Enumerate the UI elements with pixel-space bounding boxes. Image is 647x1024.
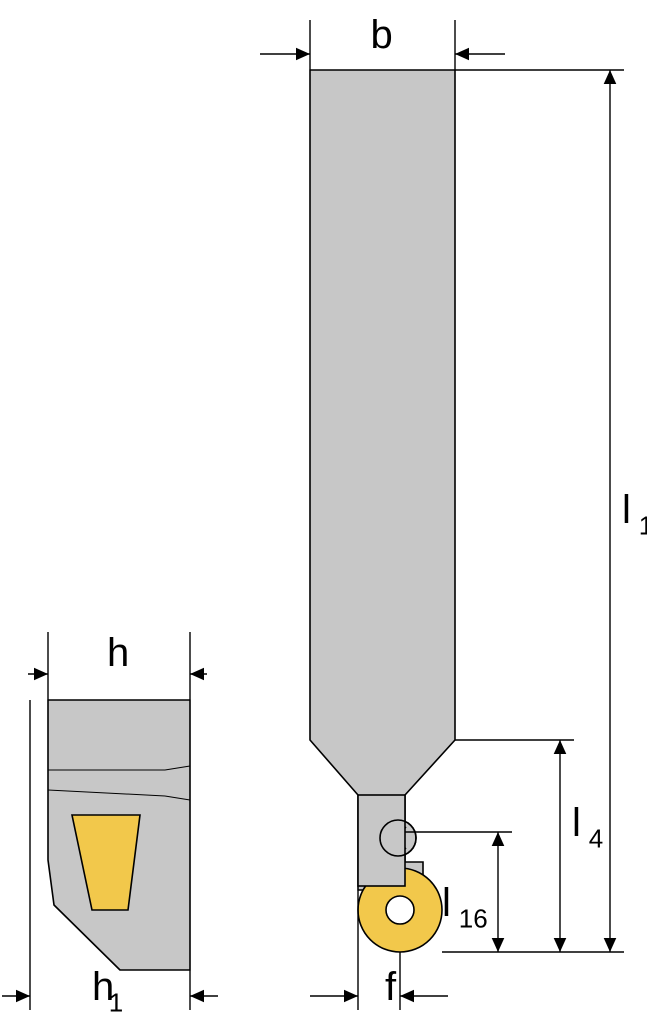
technical-drawing: bl1l4l16fhh1 xyxy=(0,0,647,1024)
left-section xyxy=(48,700,190,970)
label-l4: l xyxy=(572,801,581,845)
label-l4-sub: 4 xyxy=(589,824,603,854)
label-l1-sub: 1 xyxy=(639,511,647,541)
label-l16: l xyxy=(442,881,451,925)
tool-body xyxy=(310,70,455,890)
label-h1-sub: 1 xyxy=(109,988,123,1018)
label-b: b xyxy=(371,13,393,57)
right-elevation xyxy=(310,70,455,952)
label-f: f xyxy=(385,965,397,1009)
label-l16-sub: 16 xyxy=(459,904,488,934)
label-h: h xyxy=(107,631,129,675)
label-l1: l xyxy=(622,488,631,532)
